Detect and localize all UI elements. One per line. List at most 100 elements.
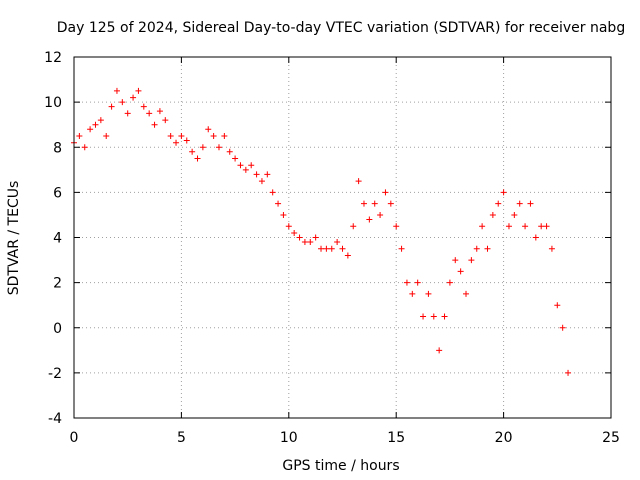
- data-point: [543, 223, 550, 230]
- data-point: [183, 137, 190, 144]
- data-point: [124, 110, 131, 117]
- data-point: [173, 139, 180, 146]
- data-point: [463, 290, 470, 297]
- data-point: [156, 108, 163, 115]
- data-point: [430, 313, 437, 320]
- x-tick-label: 20: [495, 430, 513, 446]
- data-point: [360, 200, 367, 207]
- data-point: [307, 239, 314, 246]
- data-point: [312, 234, 319, 241]
- data-marks: [71, 87, 572, 376]
- data-point: [113, 87, 120, 94]
- x-tick-label: 25: [602, 430, 620, 446]
- data-point: [232, 155, 239, 162]
- data-point: [527, 200, 534, 207]
- y-tick-label: -4: [48, 411, 62, 427]
- data-point: [495, 200, 502, 207]
- data-point: [355, 178, 362, 185]
- data-point: [269, 189, 276, 196]
- data-point: [248, 162, 255, 169]
- data-point: [167, 132, 174, 139]
- data-point: [387, 200, 394, 207]
- axis-ticks: 0 5 10 15 20 25 -4 -2 0 2 4 6 8 10 12: [44, 50, 620, 446]
- data-point: [500, 189, 507, 196]
- y-tick-label: 10: [44, 95, 62, 111]
- data-point: [205, 126, 212, 133]
- data-point: [344, 252, 351, 259]
- data-point: [554, 302, 561, 309]
- data-point: [489, 211, 496, 218]
- y-tick-label: -2: [48, 366, 62, 382]
- y-axis-label: SDTVAR / TECUs: [6, 181, 22, 296]
- data-point: [285, 223, 292, 230]
- data-point: [210, 132, 217, 139]
- data-point: [291, 229, 298, 236]
- data-point: [87, 126, 94, 133]
- chart-title: Day 125 of 2024, Sidereal Day-to-day VTE…: [57, 20, 625, 36]
- y-tick-label: 2: [53, 276, 62, 292]
- x-axis-label: GPS time / hours: [282, 458, 399, 474]
- data-point: [275, 200, 282, 207]
- y-tick-label: 8: [53, 140, 62, 156]
- data-point: [350, 223, 357, 230]
- data-point: [446, 279, 453, 286]
- data-point: [511, 211, 518, 218]
- x-tick-label: 5: [177, 430, 186, 446]
- data-point: [403, 279, 410, 286]
- y-tick-label: 4: [53, 231, 62, 247]
- data-point: [436, 347, 443, 354]
- data-point: [548, 245, 555, 252]
- data-point: [371, 200, 378, 207]
- grid: [74, 57, 611, 418]
- data-point: [393, 223, 400, 230]
- data-point: [334, 239, 341, 246]
- data-point: [479, 223, 486, 230]
- y-tick-label: 0: [53, 321, 62, 337]
- data-point: [253, 171, 260, 178]
- data-point: [103, 132, 110, 139]
- data-point: [178, 132, 185, 139]
- data-point: [425, 290, 432, 297]
- data-point: [382, 189, 389, 196]
- data-point: [151, 121, 158, 128]
- data-point: [162, 117, 169, 124]
- data-point: [409, 290, 416, 297]
- data-point: [522, 223, 529, 230]
- data-point: [194, 155, 201, 162]
- data-point: [130, 94, 137, 101]
- data-point: [414, 279, 421, 286]
- data-point: [532, 234, 539, 241]
- data-point: [264, 171, 271, 178]
- data-point: [516, 200, 523, 207]
- data-point: [505, 223, 512, 230]
- y-tick-label: 12: [44, 50, 62, 66]
- data-point: [565, 369, 572, 376]
- data-point: [296, 234, 303, 241]
- data-point: [323, 245, 330, 252]
- data-point: [301, 239, 308, 246]
- data-point: [108, 103, 115, 110]
- data-point: [441, 313, 448, 320]
- data-point: [473, 245, 480, 252]
- data-point: [377, 211, 384, 218]
- data-point: [457, 268, 464, 275]
- data-point: [258, 178, 265, 185]
- data-point: [97, 117, 104, 124]
- data-point: [328, 245, 335, 252]
- data-point: [199, 144, 206, 151]
- x-tick-label: 15: [387, 430, 405, 446]
- data-point: [140, 103, 147, 110]
- data-point: [538, 223, 545, 230]
- data-point: [398, 245, 405, 252]
- data-point: [468, 257, 475, 264]
- data-point: [420, 313, 427, 320]
- data-point: [189, 148, 196, 155]
- data-point: [280, 211, 287, 218]
- data-point: [221, 132, 228, 139]
- x-tick-label: 0: [70, 430, 79, 446]
- data-point: [366, 216, 373, 223]
- data-point: [226, 148, 233, 155]
- x-tick-label: 10: [280, 430, 298, 446]
- data-point: [559, 324, 566, 331]
